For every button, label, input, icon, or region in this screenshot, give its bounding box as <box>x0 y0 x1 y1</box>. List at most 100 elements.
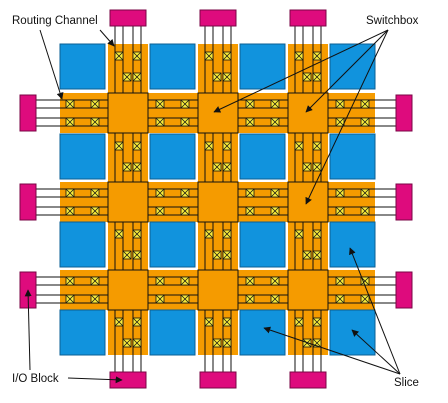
label-switchbox: Switchbox <box>366 15 419 27</box>
arrow-io-block <box>67 376 123 384</box>
switch-point-cross <box>312 229 322 239</box>
switch-point <box>180 276 190 286</box>
switch-point-cross <box>270 188 280 198</box>
switch-point-cross <box>302 72 312 82</box>
label-routing-channel: Routing Channel <box>12 15 98 27</box>
switch-point-cross <box>222 229 232 239</box>
callout-arrows-layer <box>24 29 401 384</box>
switch-point <box>132 162 142 172</box>
slice <box>329 43 376 90</box>
switch-point-cross <box>65 206 75 216</box>
switch-point <box>312 51 322 61</box>
switch-point-cross <box>312 250 322 260</box>
switch-point <box>65 117 75 127</box>
switch-point-cross <box>122 250 132 260</box>
switch-point-cross <box>294 141 304 151</box>
switch-point-cross <box>204 317 214 327</box>
switch-point <box>245 188 255 198</box>
io-block-left <box>19 183 37 221</box>
switch-point-cross <box>204 229 214 239</box>
switch-point-cross <box>122 338 132 348</box>
switch-point <box>204 51 214 61</box>
switch-point <box>155 188 165 198</box>
switch-point <box>122 162 132 172</box>
switch-point-cross <box>90 188 100 198</box>
labels-layer: Routing Channel Switchbox I/O Block Slic… <box>12 15 419 389</box>
switch-point-cross <box>335 117 345 127</box>
switch-point-cross <box>155 294 165 304</box>
switch-point <box>245 99 255 109</box>
switch-point <box>65 276 75 286</box>
switch-point-cross <box>222 162 232 172</box>
switch-point-cross <box>122 72 132 82</box>
switch-point <box>132 338 142 348</box>
switch-point-cross <box>132 250 142 260</box>
switch-point <box>122 72 132 82</box>
switch-point <box>180 117 190 127</box>
switch-point-cross <box>212 162 222 172</box>
io-block-top <box>199 9 237 27</box>
switch-point <box>312 72 322 82</box>
switch-point-cross <box>302 162 312 172</box>
switch-point-cross <box>132 141 142 151</box>
switch-point-cross <box>65 276 75 286</box>
switch-point-cross <box>270 276 280 286</box>
switch-point <box>114 141 124 151</box>
arrow-switchbox <box>305 29 389 113</box>
switch-point <box>270 294 280 304</box>
switch-point <box>180 294 190 304</box>
slice <box>59 133 106 180</box>
switch-point <box>222 317 232 327</box>
switchbox <box>287 269 329 311</box>
switch-point <box>132 72 142 82</box>
switch-point <box>122 338 132 348</box>
switch-point <box>245 117 255 127</box>
switch-point-cross <box>65 188 75 198</box>
slice <box>59 43 106 90</box>
switch-point-cross <box>222 317 232 327</box>
switch-point-cross <box>212 338 222 348</box>
switch-point-cross <box>360 294 370 304</box>
switch-point <box>90 294 100 304</box>
switch-point <box>360 188 370 198</box>
switch-point-cross <box>90 276 100 286</box>
arrow-slice <box>349 247 401 375</box>
switch-point-cross <box>155 276 165 286</box>
switch-point <box>294 51 304 61</box>
switch-point <box>270 276 280 286</box>
switch-point-cross <box>132 51 142 61</box>
switch-point <box>294 229 304 239</box>
slice <box>59 309 106 356</box>
switch-point-cross <box>114 51 124 61</box>
slice <box>239 221 286 268</box>
switch-point <box>155 99 165 109</box>
switch-point-cross <box>155 99 165 109</box>
switchbox <box>107 269 149 311</box>
switch-point <box>222 162 232 172</box>
switch-point-cross <box>90 117 100 127</box>
switch-point-cross <box>360 99 370 109</box>
switch-point <box>360 117 370 127</box>
switch-point-cross <box>335 294 345 304</box>
switch-point <box>155 294 165 304</box>
switch-point-cross <box>335 276 345 286</box>
io-blocks-layer <box>19 9 413 389</box>
switchbox <box>197 92 239 134</box>
switch-point <box>270 117 280 127</box>
switch-point <box>212 250 222 260</box>
switch-point <box>90 117 100 127</box>
switch-point-cross <box>312 317 322 327</box>
switch-point-cross <box>294 51 304 61</box>
switch-point-cross <box>204 141 214 151</box>
switch-point-cross <box>312 141 322 151</box>
switch-point <box>204 317 214 327</box>
switch-point <box>302 162 312 172</box>
switch-point <box>204 141 214 151</box>
switch-point <box>294 317 304 327</box>
switch-point-cross <box>312 72 322 82</box>
slice <box>239 133 286 180</box>
switch-point-cross <box>65 117 75 127</box>
switch-point <box>222 72 232 82</box>
switch-point <box>212 72 222 82</box>
